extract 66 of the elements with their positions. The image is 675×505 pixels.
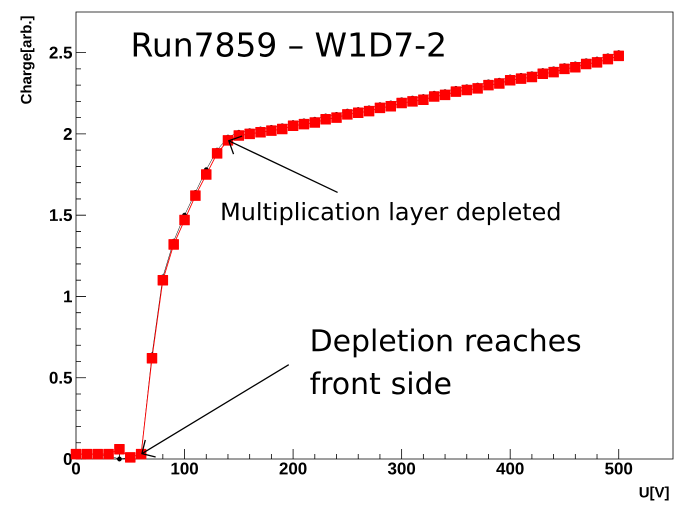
point [374,102,386,114]
point [276,124,288,134]
y-tick-label: 1.5 [50,209,72,222]
point [190,190,201,201]
x-tick-label: 500 [605,462,632,475]
point [450,86,462,97]
y-tick-label: 0.5 [50,372,72,384]
point [331,112,342,123]
point [386,101,396,112]
annotation: Multiplication layer depleted [222,202,560,226]
point [310,117,320,128]
point [266,125,277,136]
chart-title: Run7859 – W1D7-2 [134,32,444,57]
point [352,108,364,118]
x-tick-label: 100 [171,462,198,475]
point [146,352,158,364]
point [168,239,179,250]
point [364,106,374,116]
point [103,448,114,460]
point [82,448,92,460]
point [538,68,548,80]
point [407,96,418,107]
point [179,214,190,226]
point [92,448,103,460]
point [548,66,559,78]
x-tick-label: 200 [280,462,307,475]
x-tick-label: 300 [388,462,416,475]
point [320,114,331,125]
point [472,83,483,94]
point [526,72,538,82]
point [342,109,353,120]
point [592,57,602,68]
point [516,73,526,84]
x-tick-label: 400 [496,462,524,475]
point [116,456,122,462]
point [255,127,266,138]
point [602,54,614,64]
y-tick-label: 2 [64,128,72,140]
y-tick-label: 0 [64,453,72,465]
point [580,58,592,70]
point [201,169,212,180]
point [125,452,136,463]
annotation: Depletion reaches front side [310,328,580,394]
point [613,50,624,62]
point [483,80,494,90]
point [288,120,298,132]
y-tick-label: 2.5 [50,46,72,59]
point [70,448,82,460]
x-tick-label: 0 [72,462,80,475]
point [462,84,472,96]
point [298,118,310,130]
point [559,64,570,74]
y-tick-label: 1 [64,290,72,302]
point [570,62,581,73]
point [396,98,407,108]
y-axis-title: Charge[arb.] [20,16,34,104]
point [244,128,255,140]
point [158,274,168,286]
point [418,94,429,106]
point [428,91,440,102]
point [494,78,505,89]
point [114,444,125,454]
point [504,75,516,86]
point [212,148,222,159]
x-axis-title: U[V] [640,486,669,500]
point [440,90,450,100]
